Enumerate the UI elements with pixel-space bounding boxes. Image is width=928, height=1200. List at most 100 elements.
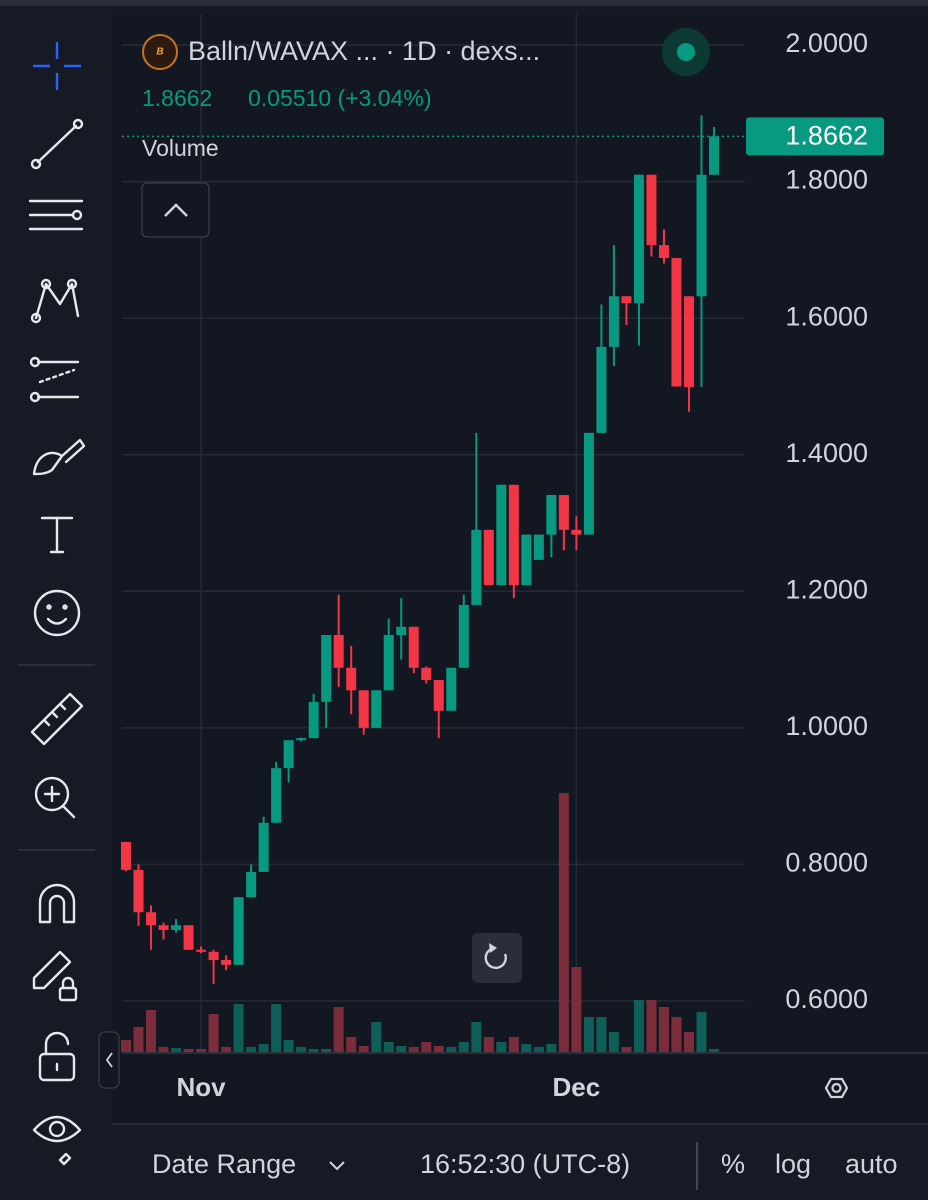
y-tick-label: 1.0000	[785, 711, 868, 741]
y-tick-label: 1.4000	[785, 438, 868, 468]
volume-bar	[421, 1042, 432, 1052]
candle-body	[158, 925, 169, 930]
ruler-tool[interactable]	[30, 692, 84, 746]
volume-bar	[671, 1017, 682, 1052]
candle-body	[583, 432, 594, 535]
candle-body	[358, 690, 369, 728]
candle-body	[196, 949, 207, 952]
candle-body	[333, 634, 344, 668]
candle-body	[458, 604, 469, 668]
y-tick-label: 1.6000	[785, 301, 868, 331]
last-price: 1.8662	[142, 85, 212, 111]
chart-panel	[112, 14, 928, 1124]
volume-bar	[208, 1014, 219, 1052]
forecast-tool[interactable]	[29, 356, 80, 403]
volume-bar	[321, 1049, 332, 1052]
collapse-toolbar-button[interactable]	[98, 1031, 120, 1089]
candle-body	[171, 925, 182, 930]
candle-body	[283, 740, 294, 769]
collapse-legend-button[interactable]	[141, 182, 210, 238]
volume-bar	[196, 1049, 207, 1052]
lock-tool[interactable]	[38, 1031, 76, 1082]
volume-bar	[183, 1049, 194, 1052]
settings-button[interactable]	[824, 1077, 849, 1099]
volume-bar	[508, 1037, 519, 1052]
candle-body	[696, 174, 707, 297]
y-tick-label: 1.8000	[785, 165, 868, 195]
token-logo-mark: B	[156, 47, 163, 58]
volume-bar	[709, 1049, 719, 1052]
zoom-tool[interactable]	[34, 776, 76, 819]
volume-bar	[121, 1040, 131, 1052]
volume-bar	[133, 1027, 144, 1052]
candle-body	[308, 701, 319, 739]
volume-bar	[646, 1000, 657, 1052]
volume-bar	[408, 1047, 419, 1052]
x-tick-label: Dec	[553, 1072, 601, 1102]
text-tool[interactable]	[40, 516, 74, 554]
volume-bar	[258, 1044, 269, 1052]
volume-bar	[158, 1047, 169, 1052]
candle-body	[546, 495, 557, 535]
emoji-tool[interactable]	[33, 589, 81, 637]
visibility-tool[interactable]	[32, 1115, 82, 1166]
candle-body	[633, 174, 644, 304]
candle-body	[371, 690, 382, 728]
volume-bar	[633, 1000, 644, 1052]
candle-body	[208, 951, 219, 961]
volume-bar	[383, 1042, 394, 1052]
volume-bar	[296, 1047, 307, 1052]
volume-bar	[571, 967, 582, 1052]
candle-body	[183, 925, 194, 950]
reset-chart-button[interactable]	[472, 933, 522, 983]
log-scale-button[interactable]: log	[775, 1149, 811, 1179]
candle-body	[658, 245, 669, 259]
date-range-chevron	[329, 1161, 345, 1171]
top-edge	[0, 0, 928, 6]
candle-body	[596, 346, 607, 433]
volume-bar	[283, 1040, 294, 1052]
volume-bar	[683, 1032, 694, 1052]
volume-bar	[521, 1044, 532, 1052]
crosshair-tool[interactable]	[33, 42, 81, 90]
volume-bar	[483, 1037, 494, 1052]
last-price-label: 1.8662	[785, 120, 868, 150]
candle-body	[533, 534, 544, 560]
candle-body	[433, 680, 444, 711]
market-status[interactable]	[677, 43, 695, 61]
magnet-tool[interactable]	[38, 883, 76, 924]
lock-drawing-tool[interactable]	[32, 950, 78, 1002]
volume-bar	[146, 1010, 157, 1052]
symbol-title[interactable]: Balln/WAVAX ... · 1D · dexs...	[188, 36, 540, 66]
volume-bar	[608, 1032, 619, 1052]
token-logo	[142, 34, 178, 70]
volume-bar	[533, 1047, 544, 1052]
candle-body	[408, 626, 419, 668]
chevron-up	[164, 203, 188, 217]
volume-bar	[233, 1004, 244, 1052]
fib-tool[interactable]	[28, 199, 84, 231]
collapse-icon	[105, 1052, 113, 1068]
volume-indicator-label[interactable]: Volume	[142, 135, 219, 161]
volume-bar	[583, 1017, 594, 1052]
clock[interactable]: 16:52:30 (UTC-8)	[420, 1149, 630, 1179]
auto-scale-button[interactable]: auto	[845, 1149, 898, 1179]
candle-body	[446, 667, 457, 711]
volume-bar	[558, 793, 569, 1052]
volume-bar	[221, 1047, 232, 1052]
pattern-tool[interactable]	[30, 278, 80, 324]
trend-line-tool[interactable]	[30, 118, 84, 170]
toolbar	[18, 42, 120, 1166]
volume-bar	[696, 1012, 707, 1052]
date-range-button[interactable]: Date Range	[152, 1149, 296, 1179]
volume-bar	[246, 1047, 257, 1052]
candle-body	[133, 869, 144, 913]
percent-scale-button[interactable]: %	[721, 1149, 745, 1179]
brush-tool[interactable]	[32, 438, 86, 476]
reset-arrow	[489, 943, 497, 953]
price-change: 0.05510 (+3.04%)	[248, 85, 432, 111]
candle-body	[296, 738, 307, 741]
candle-body	[121, 841, 131, 870]
candle-body	[496, 484, 507, 586]
